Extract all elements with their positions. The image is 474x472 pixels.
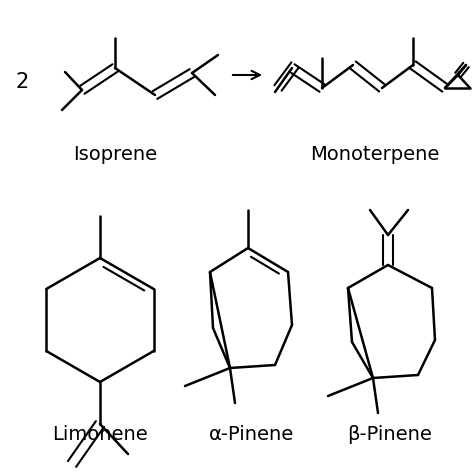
Text: α-Pinene: α-Pinene bbox=[210, 425, 295, 445]
Text: 2: 2 bbox=[15, 72, 28, 92]
Text: Isoprene: Isoprene bbox=[73, 145, 157, 165]
Text: β-Pinene: β-Pinene bbox=[347, 425, 432, 445]
Text: Limonene: Limonene bbox=[52, 425, 148, 445]
Text: Monoterpene: Monoterpene bbox=[310, 145, 440, 165]
